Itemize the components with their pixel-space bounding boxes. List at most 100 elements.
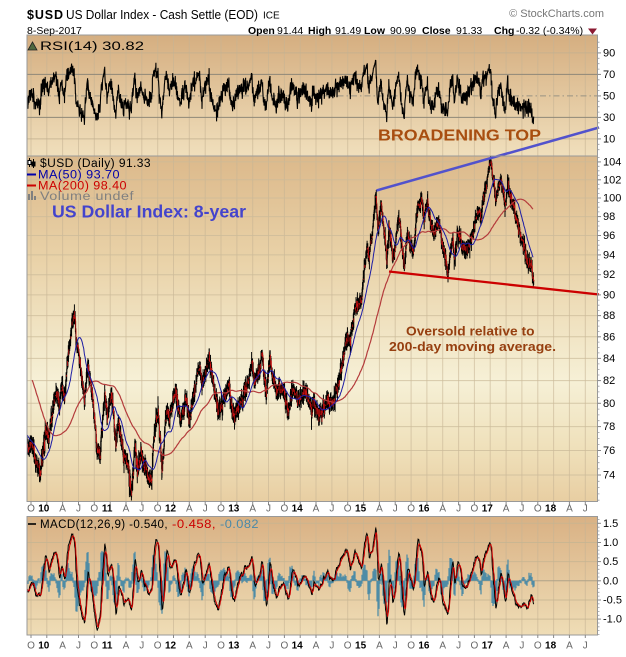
svg-text:76: 76 [603,445,615,457]
svg-text:© StockCharts.com: © StockCharts.com [509,8,604,20]
svg-text:$USD (Daily) 91.33: $USD (Daily) 91.33 [40,158,151,170]
svg-text:O: O [407,641,415,652]
svg-text:1.0: 1.0 [603,537,618,549]
svg-text:11: 11 [102,641,113,652]
svg-text:A: A [566,504,573,515]
svg-text:14: 14 [292,641,304,652]
svg-text:17: 17 [482,504,494,515]
svg-text:RSI(14) 30.82: RSI(14) 30.82 [40,41,144,53]
svg-text:O: O [534,504,542,515]
svg-text:86: 86 [603,331,615,343]
svg-text:O: O [344,641,352,652]
svg-text:91.44: 91.44 [277,25,303,37]
svg-text:17: 17 [482,641,494,652]
svg-text:1.5: 1.5 [603,518,618,530]
svg-text:-0.32 (-0.34%): -0.32 (-0.34%) [516,25,583,37]
svg-text:A: A [313,641,320,652]
svg-text:13: 13 [228,641,240,652]
svg-text:O: O [344,504,352,515]
svg-text:A: A [313,504,320,515]
svg-text:104: 104 [603,156,621,168]
svg-text:A: A [186,504,193,515]
svg-text:15: 15 [355,504,367,515]
svg-text:0.0: 0.0 [603,575,618,587]
svg-text:82: 82 [603,375,615,387]
svg-text:-0.458,: -0.458, [172,519,216,531]
svg-text:MA(50) 93.70: MA(50) 93.70 [38,170,120,182]
svg-text:J: J [393,504,398,515]
svg-text:12: 12 [165,504,177,515]
svg-text:92: 92 [603,269,615,281]
svg-text:Low: Low [364,25,386,37]
svg-text:High: High [308,25,331,37]
svg-text:A: A [123,641,130,652]
svg-text:A: A [503,504,510,515]
svg-text:Volume undef: Volume undef [40,191,134,203]
svg-text:O: O [281,504,289,515]
svg-text:J: J [519,504,524,515]
svg-text:94: 94 [603,249,615,261]
svg-text:O: O [27,641,35,652]
svg-text:J: J [329,504,334,515]
svg-text:A: A [249,504,256,515]
svg-text:J: J [76,641,81,652]
svg-text:J: J [266,504,271,515]
svg-text:A: A [376,641,383,652]
svg-text:O: O [407,504,415,515]
svg-text:US Dollar Index: 8-year: US Dollar Index: 8-year [52,202,246,222]
svg-text:91.33: 91.33 [456,25,482,37]
svg-text:A: A [186,641,193,652]
svg-text:14: 14 [292,504,304,515]
svg-text:O: O [534,641,542,652]
svg-text:10: 10 [38,641,50,652]
svg-text:A: A [249,641,256,652]
svg-text:O: O [154,641,162,652]
svg-text:8-Sep-2017: 8-Sep-2017 [27,25,82,37]
svg-text:O: O [27,504,35,515]
svg-text:ICE: ICE [263,11,280,22]
svg-text:Open: Open [248,25,275,37]
svg-text:16: 16 [418,504,430,515]
svg-text:A: A [439,504,446,515]
svg-text:90.99: 90.99 [390,25,416,37]
svg-text:US Dollar Index - Cash Settle: US Dollar Index - Cash Settle (EOD) [66,8,258,22]
svg-text:O: O [90,641,98,652]
svg-text:18: 18 [545,641,557,652]
svg-text:88: 88 [603,310,615,322]
svg-text:O: O [217,504,225,515]
svg-text:Close: Close [422,25,451,37]
svg-text:MACD(12,26,9) -0.540,: MACD(12,26,9) -0.540, [40,519,168,531]
svg-text:A: A [503,641,510,652]
svg-text:-0.5: -0.5 [603,595,622,607]
svg-text:J: J [329,641,334,652]
svg-text:A: A [566,641,573,652]
svg-text:O: O [471,641,479,652]
svg-text:98: 98 [603,211,615,223]
svg-text:J: J [139,641,144,652]
svg-text:J: J [76,504,81,515]
svg-text:O: O [471,504,479,515]
svg-text:BROADENING TOP: BROADENING TOP [378,128,541,145]
svg-text:O: O [90,504,98,515]
svg-text:200-day moving average.: 200-day moving average. [389,340,556,354]
svg-text:MA(200) 98.40: MA(200) 98.40 [38,181,127,193]
svg-text:0.5: 0.5 [603,556,618,568]
svg-text:102: 102 [603,174,621,186]
svg-text:J: J [203,641,208,652]
svg-text:11: 11 [102,504,113,515]
svg-text:O: O [154,504,162,515]
svg-text:16: 16 [418,641,430,652]
svg-text:15: 15 [355,641,367,652]
svg-text:Chg: Chg [494,25,514,37]
svg-text:13: 13 [228,504,240,515]
svg-text:18: 18 [545,504,557,515]
svg-text:$USD: $USD [27,8,63,22]
svg-text:A: A [376,504,383,515]
svg-text:J: J [583,504,588,515]
svg-text:12: 12 [165,641,177,652]
svg-text:A: A [439,641,446,652]
svg-text:-1.0: -1.0 [603,614,622,626]
svg-text:50: 50 [603,90,615,102]
svg-text:O: O [281,641,289,652]
svg-text:30: 30 [603,112,615,124]
